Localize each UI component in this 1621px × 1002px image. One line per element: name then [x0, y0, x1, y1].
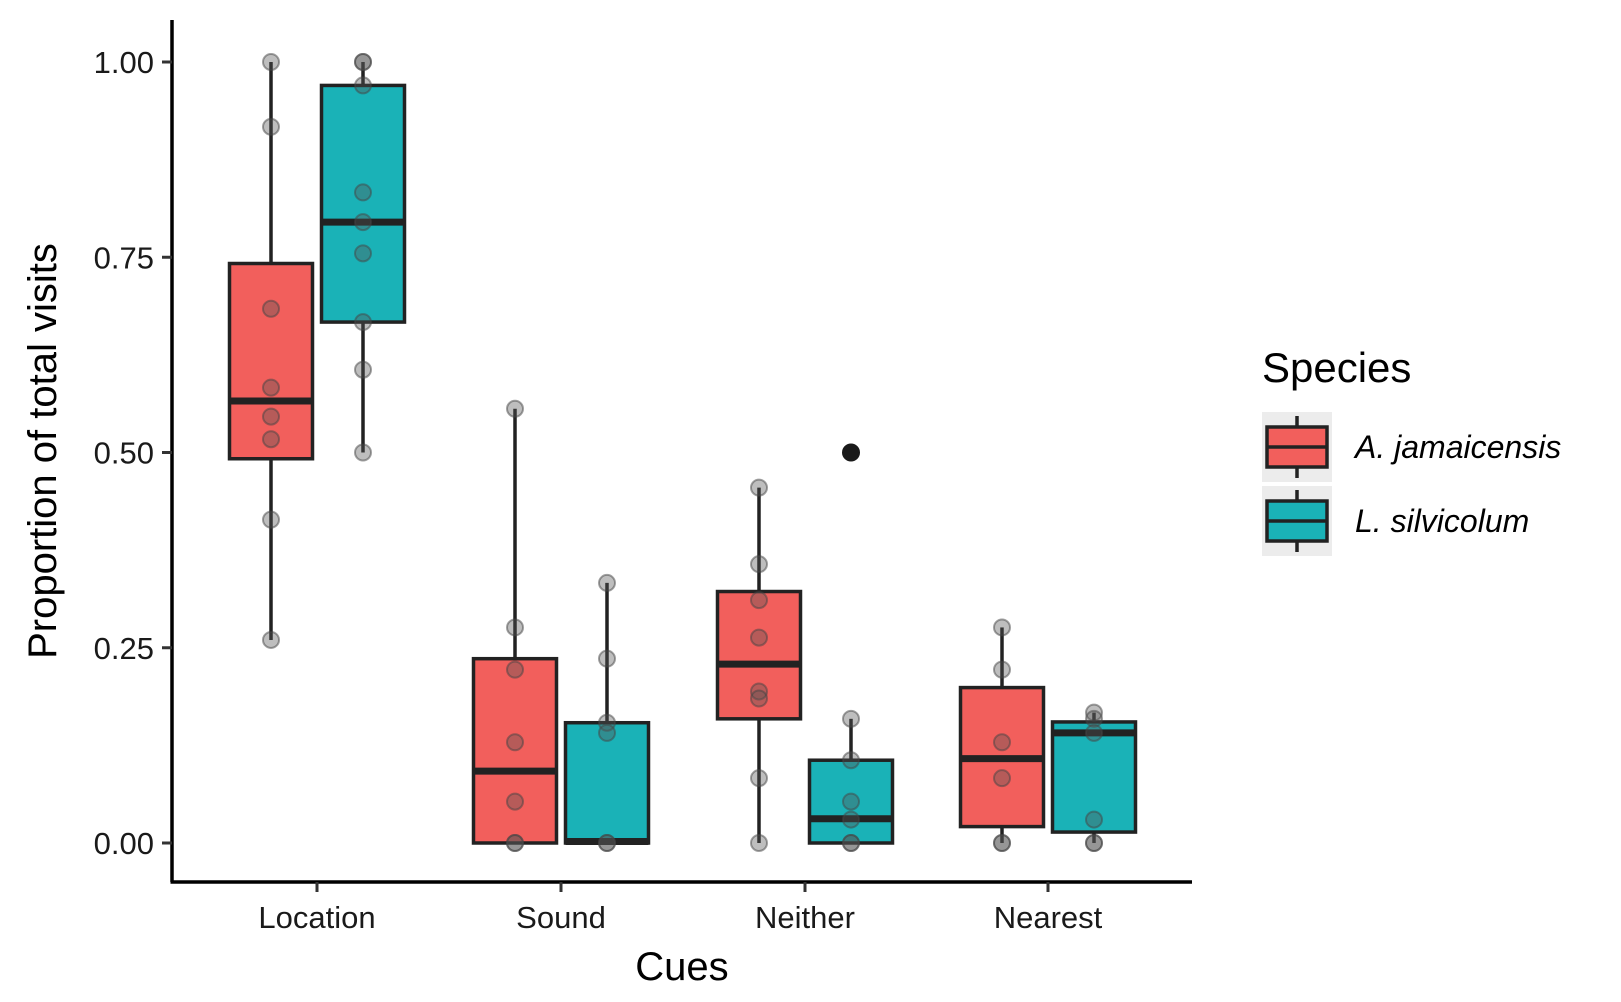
- data-point: [750, 478, 768, 497]
- data-point: [993, 660, 1011, 679]
- data-point: [750, 628, 768, 647]
- data-point: [506, 834, 524, 852]
- data-point: [1085, 810, 1103, 829]
- data-point: [993, 733, 1011, 752]
- data-point: [354, 53, 372, 71]
- data-point: [354, 443, 372, 462]
- data-point: [354, 76, 372, 95]
- data-point: [262, 510, 280, 529]
- data-point: [262, 53, 280, 71]
- box-group: [807, 443, 895, 852]
- legend-label: A. jamaicensis: [1353, 429, 1561, 465]
- box-group: [563, 573, 651, 852]
- data-point: [598, 834, 616, 852]
- data-point: [506, 618, 524, 637]
- data-point: [750, 834, 768, 852]
- data-point: [842, 751, 860, 770]
- outlier-point: [842, 443, 860, 462]
- box: [227, 261, 315, 461]
- legend-item: L. silvicolum: [1262, 486, 1529, 556]
- data-point: [354, 213, 372, 232]
- y-axis-title: Proportion of total visits: [21, 243, 65, 659]
- x-axis-title: Cues: [635, 945, 728, 989]
- box-group: [958, 618, 1046, 852]
- data-point: [506, 660, 524, 679]
- data-point: [993, 834, 1011, 852]
- legend: Species A. jamaicensis L. silvicolum: [1262, 344, 1561, 556]
- box: [563, 720, 651, 845]
- y-tick-label: 0.00: [94, 826, 154, 861]
- data-point: [262, 378, 280, 397]
- x-tick-label: Nearest: [994, 900, 1103, 935]
- data-point: [262, 299, 280, 318]
- data-point: [262, 117, 280, 136]
- x-tick-label: Neither: [755, 900, 855, 935]
- data-point: [598, 723, 616, 742]
- y-tick-label: 0.75: [94, 240, 154, 275]
- box-group: [715, 478, 803, 852]
- data-point: [993, 618, 1011, 637]
- box-group: [1050, 703, 1138, 852]
- box-group: [319, 53, 407, 462]
- data-point: [354, 183, 372, 202]
- data-point: [842, 709, 860, 728]
- data-point: [1085, 723, 1103, 742]
- data-point: [598, 649, 616, 668]
- box: [319, 83, 407, 324]
- x-tick-label: Location: [258, 900, 375, 935]
- plot-area: [227, 53, 1138, 852]
- data-point: [506, 792, 524, 811]
- data-point: [842, 810, 860, 829]
- data-point: [262, 630, 280, 649]
- legend-label: L. silvicolum: [1355, 503, 1529, 539]
- data-point: [750, 591, 768, 610]
- data-point: [262, 407, 280, 426]
- data-point: [598, 573, 616, 592]
- data-point: [262, 430, 280, 449]
- data-point: [506, 399, 524, 418]
- data-point: [842, 834, 860, 852]
- legend-title: Species: [1262, 344, 1411, 391]
- box: [807, 758, 895, 845]
- data-point: [354, 360, 372, 379]
- data-point: [506, 733, 524, 752]
- data-point: [1085, 709, 1103, 728]
- data-point: [842, 792, 860, 811]
- y-tick-label: 1.00: [94, 45, 154, 80]
- x-tick-label: Sound: [516, 900, 606, 935]
- legend-item: A. jamaicensis: [1262, 412, 1561, 482]
- y-tick-label: 0.25: [94, 631, 154, 666]
- box-group: [227, 53, 315, 649]
- data-point: [354, 313, 372, 332]
- data-point: [750, 769, 768, 788]
- data-point: [750, 555, 768, 574]
- data-point: [993, 769, 1011, 788]
- box-group: [471, 399, 559, 852]
- data-point: [1085, 703, 1103, 722]
- y-tick-label: 0.50: [94, 436, 154, 471]
- data-point: [750, 689, 768, 708]
- data-point: [354, 244, 372, 263]
- data-point: [1085, 834, 1103, 852]
- axes: 0.00 0.25 0.50 0.75 1.00 Location Sound Neither…: [94, 20, 1192, 935]
